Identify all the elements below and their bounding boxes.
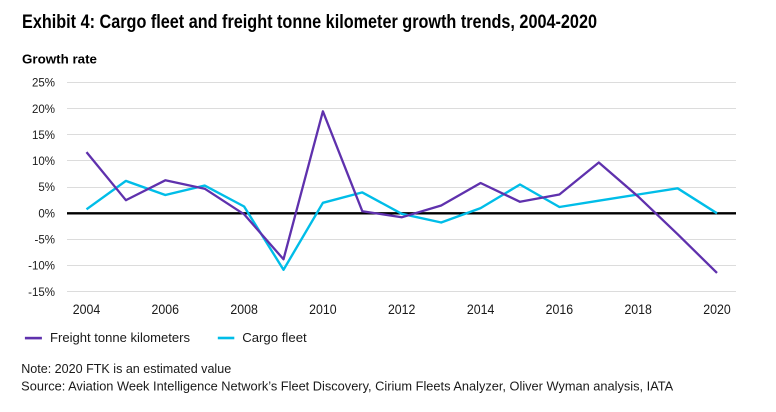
svg-text:10%: 10% bbox=[32, 156, 55, 168]
svg-text:-15%: -15% bbox=[28, 287, 55, 299]
svg-text:2018: 2018 bbox=[624, 301, 652, 317]
svg-text:20%: 20% bbox=[32, 104, 55, 116]
svg-text:2016: 2016 bbox=[546, 301, 574, 317]
svg-text:-10%: -10% bbox=[28, 261, 55, 273]
svg-text:2012: 2012 bbox=[388, 301, 416, 317]
svg-text:Note: 2020 FTK is an estimated: Note: 2020 FTK is an estimated value bbox=[21, 362, 231, 376]
svg-text:Cargo fleet: Cargo fleet bbox=[242, 330, 307, 345]
svg-text:5%: 5% bbox=[38, 182, 55, 194]
svg-text:2010: 2010 bbox=[309, 301, 337, 317]
svg-text:Freight tonne kilometers: Freight tonne kilometers bbox=[50, 330, 190, 345]
svg-text:2008: 2008 bbox=[230, 301, 258, 317]
svg-text:Growth rate: Growth rate bbox=[22, 52, 97, 67]
svg-text:15%: 15% bbox=[32, 130, 55, 142]
svg-text:25%: 25% bbox=[32, 78, 55, 90]
svg-text:2006: 2006 bbox=[152, 301, 180, 317]
svg-text:Exhibit 4: Cargo fleet and fre: Exhibit 4: Cargo fleet and freight tonne… bbox=[22, 12, 597, 33]
svg-text:Source: Aviation Week Intellig: Source: Aviation Week Intelligence Netwo… bbox=[21, 379, 674, 393]
svg-text:2004: 2004 bbox=[73, 301, 101, 317]
svg-text:0%: 0% bbox=[38, 208, 55, 220]
svg-text:-5%: -5% bbox=[35, 235, 55, 247]
svg-text:2014: 2014 bbox=[467, 301, 495, 317]
svg-text:2020: 2020 bbox=[703, 301, 731, 317]
